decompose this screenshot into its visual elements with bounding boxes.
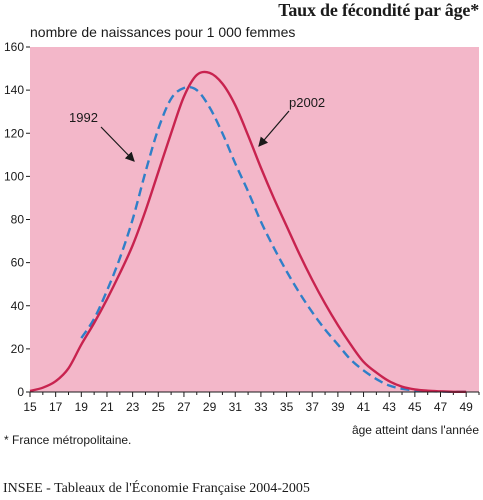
y-tick-label: 60 bbox=[11, 256, 25, 270]
series-line-p2002 bbox=[29, 70, 467, 394]
x-tick-label: 33 bbox=[254, 400, 268, 414]
x-tick-label: 35 bbox=[280, 400, 294, 414]
plot-area bbox=[30, 47, 479, 392]
x-tick-label: 27 bbox=[177, 400, 191, 414]
x-tick-label: 41 bbox=[357, 400, 371, 414]
y-tick-label: 160 bbox=[4, 40, 24, 54]
x-tick-label: 45 bbox=[408, 400, 422, 414]
y-tick-label: 40 bbox=[11, 299, 25, 313]
x-tick-label: 25 bbox=[152, 400, 166, 414]
footnote: * France métropolitaine. bbox=[4, 433, 132, 447]
chart-title: Taux de fécondité par âge* bbox=[278, 0, 479, 20]
annotation-arrow-1992 bbox=[100, 126, 135, 162]
x-tick-label: 21 bbox=[100, 400, 114, 414]
y-tick-label: 120 bbox=[4, 126, 24, 140]
x-tick-label: 31 bbox=[229, 400, 243, 414]
x-tick-label: 47 bbox=[434, 400, 448, 414]
y-tick-label: 0 bbox=[17, 385, 24, 399]
y-tick-label: 20 bbox=[11, 342, 25, 356]
x-tick-label: 15 bbox=[23, 400, 37, 414]
x-tick-label: 19 bbox=[75, 400, 89, 414]
annotation-1992: 1992 bbox=[69, 110, 98, 125]
x-tick-label: 23 bbox=[126, 400, 140, 414]
x-tick-label: 49 bbox=[459, 400, 473, 414]
source-note: INSEE - Tableaux de l'Économie Française… bbox=[3, 481, 310, 496]
x-tick-label: 43 bbox=[383, 400, 397, 414]
y-tick-label: 100 bbox=[4, 169, 24, 183]
y-tick-label: 80 bbox=[11, 213, 25, 227]
x-tick-label: 39 bbox=[331, 400, 345, 414]
annotation-arrow-p2002 bbox=[258, 110, 290, 147]
x-tick-label: 29 bbox=[203, 400, 217, 414]
annotation-p2002: p2002 bbox=[289, 95, 325, 110]
series-line-1992 bbox=[80, 85, 467, 393]
chart-subtitle: nombre de naissances pour 1 000 femmes bbox=[30, 24, 296, 40]
x-tick-label: 37 bbox=[306, 400, 320, 414]
x-axis-label: âge atteint dans l'année bbox=[352, 423, 479, 437]
x-tick-label: 17 bbox=[49, 400, 63, 414]
y-tick-label: 140 bbox=[4, 83, 24, 97]
